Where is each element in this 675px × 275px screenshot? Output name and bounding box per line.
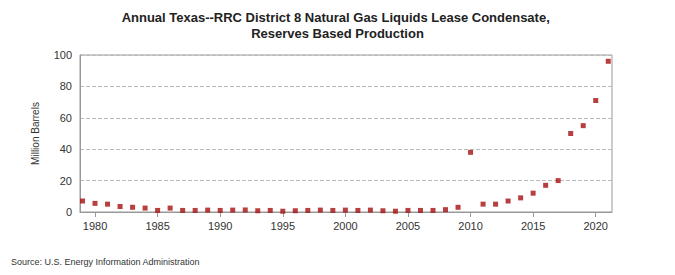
svg-text:40: 40 — [60, 143, 72, 155]
svg-text:1985: 1985 — [145, 220, 169, 232]
svg-text:100: 100 — [54, 49, 72, 61]
svg-text:80: 80 — [60, 80, 72, 92]
svg-text:2020: 2020 — [583, 220, 607, 232]
svg-text:0: 0 — [66, 206, 72, 218]
svg-text:Source: U.S. Energy Informatio: Source: U.S. Energy Information Administ… — [11, 257, 200, 267]
svg-text:Million Barrels: Million Barrels — [30, 102, 41, 165]
svg-text:Reserves Based Production: Reserves Based Production — [251, 26, 424, 41]
svg-text:1980: 1980 — [83, 220, 107, 232]
svg-text:60: 60 — [60, 112, 72, 124]
svg-text:20: 20 — [60, 175, 72, 187]
svg-text:2000: 2000 — [333, 220, 357, 232]
svg-text:2010: 2010 — [458, 220, 482, 232]
svg-text:1990: 1990 — [208, 220, 232, 232]
svg-text:Annual Texas--RRC District 8 N: Annual Texas--RRC District 8 Natural Gas… — [122, 10, 554, 25]
svg-text:2005: 2005 — [396, 220, 420, 232]
svg-text:2015: 2015 — [521, 220, 545, 232]
svg-text:1995: 1995 — [271, 220, 295, 232]
